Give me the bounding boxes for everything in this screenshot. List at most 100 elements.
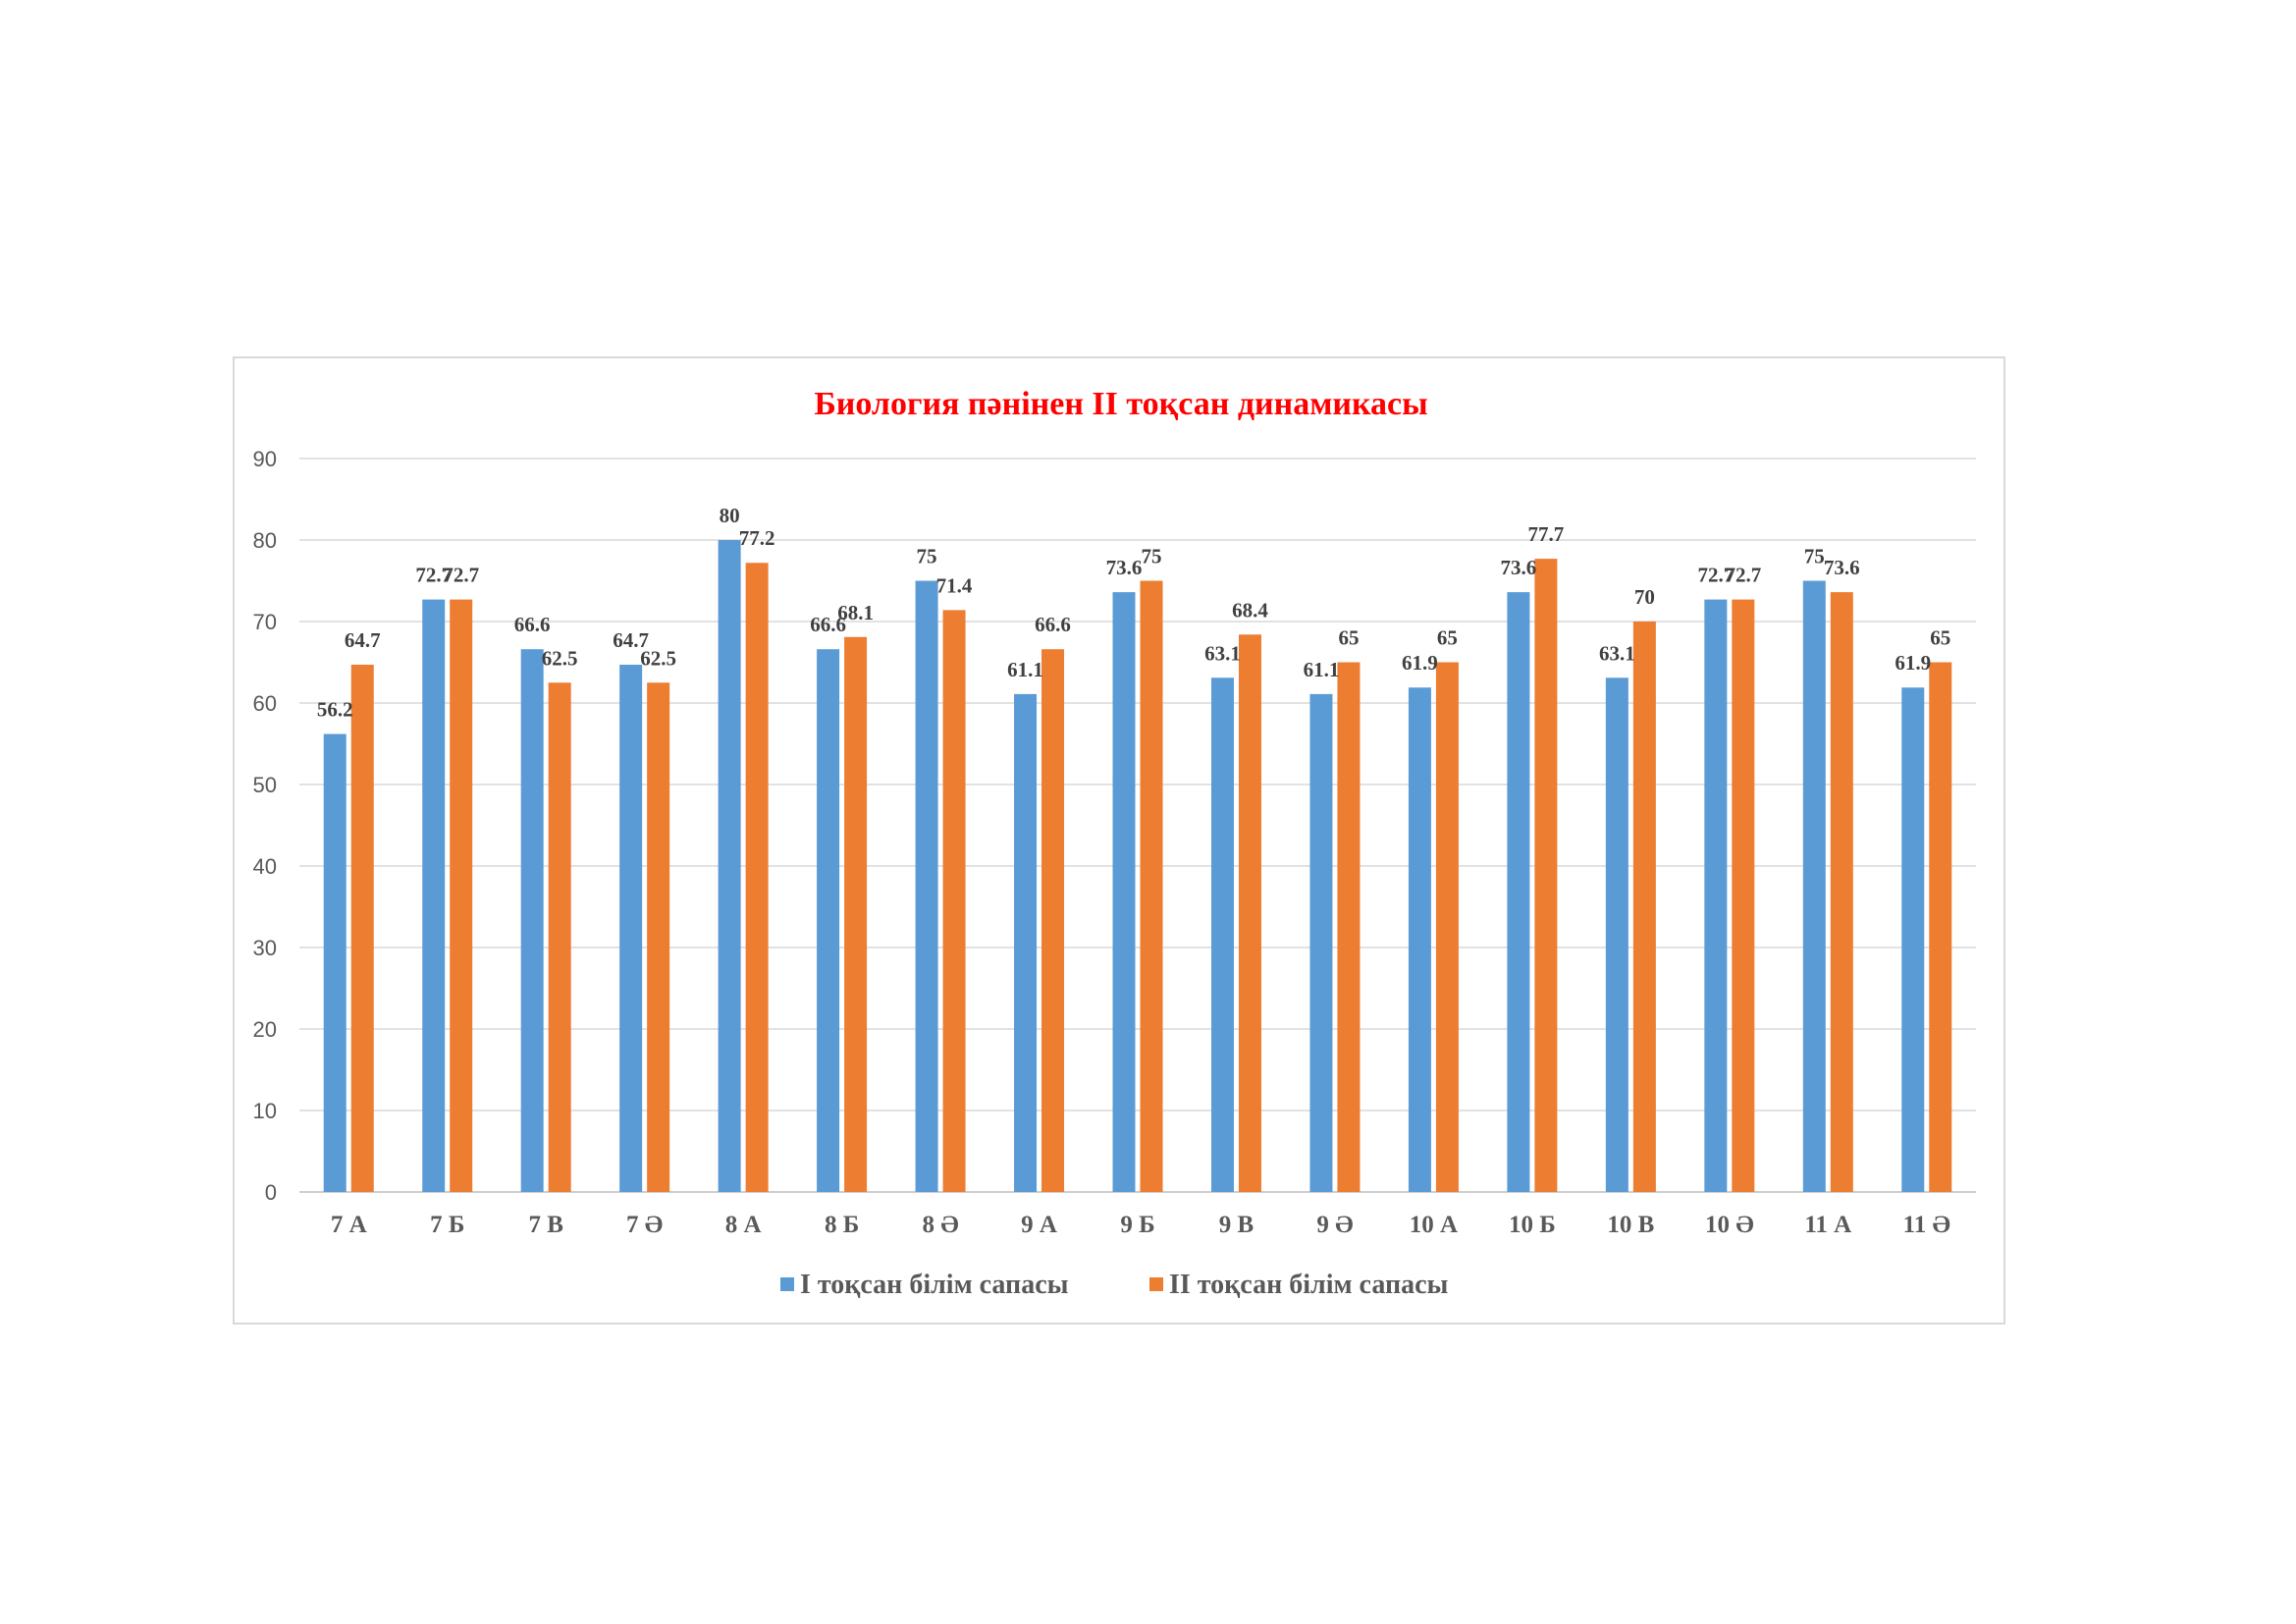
data-label-series-1-8-Б: 66.6 xyxy=(810,613,846,636)
data-label-series-1-11-А: 75 xyxy=(1804,545,1825,568)
bar-series-1-8-А xyxy=(718,540,741,1192)
y-tick-label-40: 40 xyxy=(253,854,277,879)
x-tick-label-10-В: 10 В xyxy=(1607,1212,1654,1238)
y-tick-label-80: 80 xyxy=(253,528,277,553)
y-tick-label-0: 0 xyxy=(265,1180,277,1205)
data-label-series-2-11-Ә: 65 xyxy=(1930,626,1950,650)
data-label-series-2-11-А: 73.6 xyxy=(1824,556,1860,579)
data-label-series-1-10-В: 63.1 xyxy=(1599,641,1635,665)
bar-series-2-8-Б xyxy=(844,636,868,1192)
x-tick-label-8-А: 8 А xyxy=(725,1212,762,1238)
data-label-series-2-7-В: 62.5 xyxy=(542,646,578,670)
y-tick-label-30: 30 xyxy=(253,936,277,960)
bar-series-1-7-Б xyxy=(422,599,446,1192)
x-tick-label-11-А: 11 А xyxy=(1804,1212,1851,1238)
bar-series-2-7-А xyxy=(350,664,374,1192)
data-label-series-2-9-А: 66.6 xyxy=(1035,613,1071,636)
data-label-series-1-7-Ә: 64.7 xyxy=(613,628,649,652)
x-tick-label-9-А: 9 А xyxy=(1021,1212,1057,1238)
bar-series-1-7-А xyxy=(323,733,347,1192)
legend-label-series-1: І тоқсан білім сапасы xyxy=(800,1270,1069,1300)
bar-series-2-8-Ә xyxy=(942,610,966,1192)
bar-series-2-8-А xyxy=(745,563,769,1192)
y-tick-label-10: 10 xyxy=(253,1099,277,1123)
y-tick-label-60: 60 xyxy=(253,691,277,716)
bar-series-1-11-Ә xyxy=(1901,687,1925,1192)
bar-series-1-10-В xyxy=(1605,677,1629,1192)
bar-series-1-10-Ә xyxy=(1704,599,1728,1192)
bar-series-1-7-В xyxy=(520,649,544,1192)
bar-series-1-11-А xyxy=(1802,580,1826,1192)
data-label-series-2-7-Ә: 62.5 xyxy=(640,646,676,670)
data-labels: 56.264.772.772.766.662.564.762.58077.266… xyxy=(317,504,1950,722)
x-axis-ticks: 7 А 7 Б 7 В 7 Ә 8 А 8 Б 8 Ә 9 А 9 Б 9 В 9 Ә 10 А 10 … xyxy=(331,1212,1950,1238)
data-label-series-1-10-А: 61.9 xyxy=(1402,651,1438,675)
data-label-series-2-9-Б: 75 xyxy=(1142,545,1162,568)
gridlines xyxy=(299,458,1976,1193)
x-tick-label-11-Ә: 11 Ә xyxy=(1903,1212,1950,1238)
bar-series-1-9-В xyxy=(1210,677,1234,1192)
bar-chart: Биология пәнінен ІІ тоқсан динамикасы 0 1… xyxy=(253,386,1976,1300)
bar-series-2-9-А xyxy=(1041,649,1065,1192)
x-tick-label-10-Б: 10 Б xyxy=(1509,1212,1556,1238)
data-label-series-2-10-Ә: 72.7 xyxy=(1725,564,1761,587)
bar-series-1-8-Б xyxy=(817,649,840,1192)
bar-series-1-10-А xyxy=(1408,687,1431,1192)
bar-series-2-9-В xyxy=(1238,634,1261,1192)
data-label-series-1-10-Ә: 72.7 xyxy=(1697,564,1734,587)
data-label-series-2-8-А: 77.2 xyxy=(739,526,775,550)
y-tick-label-50: 50 xyxy=(253,773,277,797)
data-label-series-1-7-А: 56.2 xyxy=(317,698,353,722)
x-tick-label-7-Б: 7 Б xyxy=(430,1212,464,1238)
x-tick-label-9-Ә: 9 Ә xyxy=(1316,1212,1353,1238)
x-tick-label-8-Ә: 8 Ә xyxy=(922,1212,958,1238)
bar-series-2-7-Б xyxy=(450,599,473,1192)
bar-series-1-8-Ә xyxy=(915,580,938,1192)
x-tick-label-7-Ә: 7 Ә xyxy=(626,1212,663,1238)
data-label-series-1-10-Б: 73.6 xyxy=(1501,556,1537,579)
y-tick-label-70: 70 xyxy=(253,610,277,634)
data-label-series-1-9-Ә: 61.1 xyxy=(1304,658,1340,681)
data-label-series-1-8-Ә: 75 xyxy=(917,545,937,568)
y-tick-label-20: 20 xyxy=(253,1017,277,1042)
bar-series-1-9-Ә xyxy=(1309,693,1333,1192)
y-axis-ticks: 0 10 20 30 40 50 60 70 80 90 xyxy=(253,447,277,1205)
x-tick-label-9-Б: 9 Б xyxy=(1120,1212,1154,1238)
data-label-series-2-10-В: 70 xyxy=(1634,585,1655,609)
data-label-series-1-8-А: 80 xyxy=(720,504,740,527)
data-label-series-2-10-А: 65 xyxy=(1437,626,1458,650)
x-tick-label-9-В: 9 В xyxy=(1219,1212,1254,1238)
data-label-series-1-11-Ә: 61.9 xyxy=(1895,651,1931,675)
x-tick-label-7-А: 7 А xyxy=(331,1212,367,1238)
bar-series-2-7-Ә xyxy=(647,682,670,1192)
bar-series-1-7-Ә xyxy=(619,664,643,1192)
chart-area: Биология пәнінен ІІ тоқсан динамикасы 0 1… xyxy=(233,356,2005,1325)
x-tick-label-8-Б: 8 Б xyxy=(825,1212,859,1238)
data-label-series-2-10-Б: 77.7 xyxy=(1528,522,1565,546)
data-label-series-2-7-Б: 72.7 xyxy=(443,564,479,587)
data-label-series-1-7-Б: 72.7 xyxy=(415,564,452,587)
chart-title: Биология пәнінен ІІ тоқсан динамикасы xyxy=(814,386,1427,422)
data-label-series-2-9-Ә: 65 xyxy=(1338,626,1359,650)
x-tick-label-10-А: 10 А xyxy=(1410,1212,1458,1238)
bar-series-1-10-Б xyxy=(1507,592,1530,1192)
data-label-series-1-9-В: 63.1 xyxy=(1204,641,1241,665)
bar-series-2-9-Ә xyxy=(1337,662,1361,1192)
bar-series-2-10-А xyxy=(1435,662,1459,1192)
data-label-series-1-9-А: 61.1 xyxy=(1007,658,1043,681)
data-label-series-1-9-Б: 73.6 xyxy=(1106,556,1143,579)
x-tick-label-10-Ә: 10 Ә xyxy=(1705,1212,1754,1238)
bar-series-2-10-Ә xyxy=(1732,599,1755,1192)
bars xyxy=(323,540,1952,1192)
bar-series-2-11-Ә xyxy=(1929,662,1952,1192)
bar-series-1-9-Б xyxy=(1112,592,1136,1192)
legend-swatch-series-1 xyxy=(780,1277,794,1291)
bar-series-2-9-Б xyxy=(1140,580,1163,1192)
data-label-series-2-8-Б: 68.1 xyxy=(837,601,874,624)
legend-swatch-series-2 xyxy=(1149,1277,1163,1291)
x-tick-label-7-В: 7 В xyxy=(528,1212,562,1238)
legend-label-series-2: ІІ тоқсан білім сапасы xyxy=(1169,1270,1449,1300)
bar-series-2-7-В xyxy=(548,682,571,1192)
y-tick-label-90: 90 xyxy=(253,447,277,471)
bar-series-2-10-В xyxy=(1632,622,1656,1192)
